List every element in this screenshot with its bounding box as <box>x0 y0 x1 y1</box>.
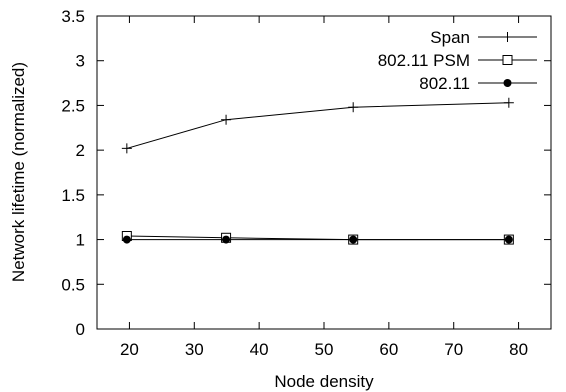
x-tick-label: 20 <box>120 340 139 359</box>
plus-marker <box>503 97 514 108</box>
series-line <box>126 102 509 149</box>
x-tick-label: 40 <box>250 340 269 359</box>
axis-ticks: 20 30 40 50 60 70 80 0 0.5 1 1.5 2 2.5 3 3.5 <box>61 7 551 359</box>
y-tick-label: 0 <box>76 320 85 339</box>
plot-frame <box>96 15 552 330</box>
circle-marker <box>504 235 513 244</box>
circle-marker <box>222 235 231 244</box>
series-open-square <box>121 230 514 245</box>
y-tick-label: 2 <box>76 141 85 160</box>
x-tick-label: 50 <box>315 340 334 359</box>
plus-marker <box>348 102 359 113</box>
y-tick-label: 1 <box>76 231 85 250</box>
y-tick-label: 3.5 <box>61 7 85 26</box>
series-plus <box>121 97 514 154</box>
circle-marker <box>349 235 358 244</box>
legend-label: Span <box>430 28 470 47</box>
square-marker <box>502 55 513 65</box>
y-tick-label: 2.5 <box>61 96 85 115</box>
legend-label: 802.11 PSM <box>378 51 470 70</box>
x-tick-label: 80 <box>509 340 528 359</box>
legend-entry: 802.11 <box>419 74 537 93</box>
legend-entry: 802.11 PSM <box>378 51 537 70</box>
circle-marker <box>122 235 131 244</box>
series-line <box>126 235 509 241</box>
x-axis-label: Node density <box>274 372 374 391</box>
legend-label: 802.11 <box>419 74 470 93</box>
y-tick-label: 1.5 <box>61 186 85 205</box>
x-tick-label: 70 <box>444 340 463 359</box>
series-layer <box>121 97 514 245</box>
x-tick-label: 60 <box>379 340 398 359</box>
plus-marker <box>221 114 232 125</box>
y-tick-label: 0.5 <box>61 275 85 294</box>
circle-marker <box>503 79 512 87</box>
legend-entry: Span <box>430 28 537 47</box>
series-filled-circle <box>122 235 513 244</box>
x-tick-label: 30 <box>185 340 204 359</box>
plus-marker <box>502 32 513 42</box>
y-axis-label: Network lifetime (normalized) <box>9 62 28 282</box>
y-tick-label: 3 <box>76 52 85 71</box>
plus-marker <box>121 143 132 154</box>
legend: Span 802.11 PSM 802.11 <box>378 28 537 93</box>
